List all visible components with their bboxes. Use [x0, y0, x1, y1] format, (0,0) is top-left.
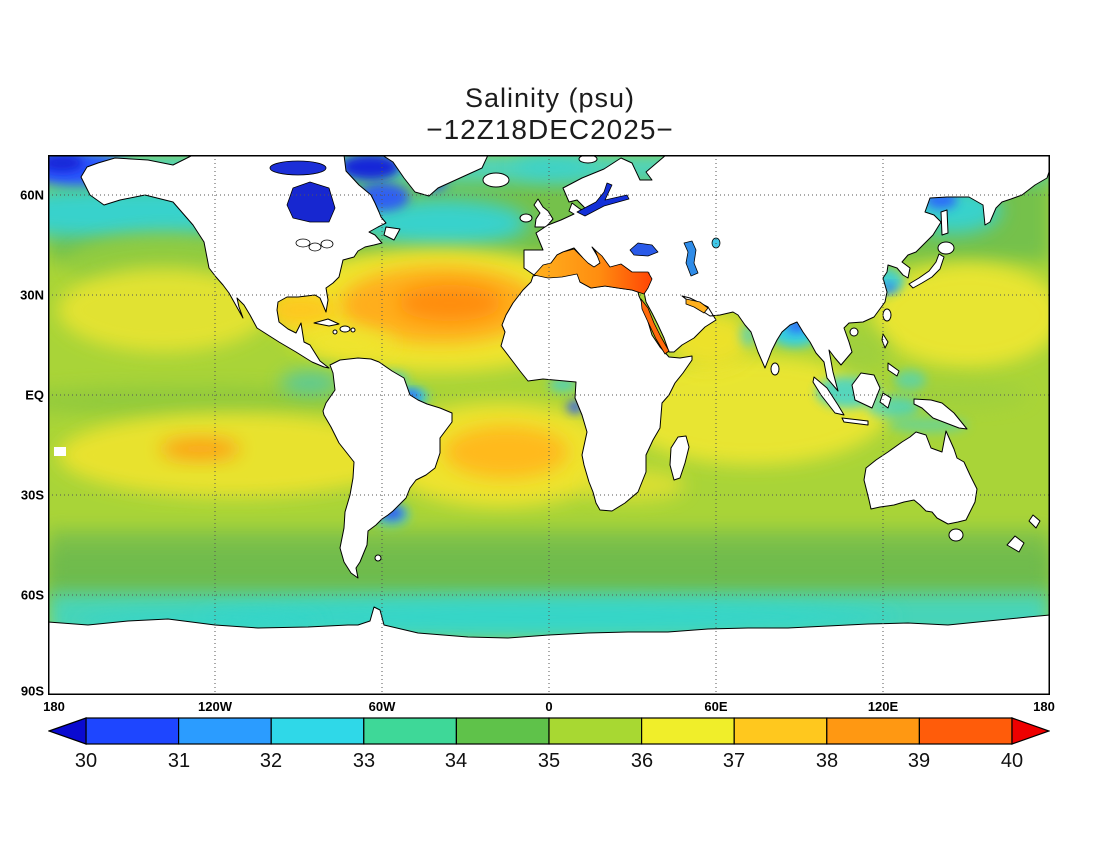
- south-america: [322, 357, 453, 579]
- svalbard: [578, 155, 598, 164]
- lon-tick-60e: 60E: [704, 699, 728, 714]
- caspian-sea: [683, 240, 699, 277]
- colorbar-cell: [363, 717, 457, 745]
- hokkaido: [937, 241, 955, 255]
- lon-tick-180e: 180: [1033, 699, 1055, 714]
- luzon: [881, 333, 889, 349]
- tasmania: [948, 528, 964, 542]
- persian-gulf: [685, 298, 709, 314]
- gridlines: [48, 155, 1050, 695]
- colorbar-tick-32: 32: [259, 750, 283, 772]
- lon-tick-120e: 120E: [867, 699, 899, 714]
- sulawesi: [879, 392, 892, 409]
- colorbar-tick-33: 33: [352, 750, 376, 772]
- lat-tick-30s: 30S: [20, 487, 44, 503]
- plot-title: Salinity (psu): [464, 83, 636, 113]
- java: [841, 417, 869, 426]
- new-zealand-north: [1028, 514, 1041, 529]
- hainan: [849, 327, 859, 337]
- iceland: [482, 172, 510, 188]
- marginal-seas: [269, 160, 721, 355]
- jamaica: [332, 329, 338, 335]
- borneo: [851, 372, 881, 409]
- colorbar-tick-39: 39: [907, 750, 931, 772]
- arctic-archipelago-channel: [269, 160, 327, 176]
- colorbar-right-arrow: [1011, 717, 1050, 745]
- mindanao: [887, 362, 900, 377]
- colorbar-cell: [733, 717, 828, 745]
- lon-tick-60w: 60W: [368, 699, 396, 714]
- colorbar-tick-30: 30: [74, 750, 98, 772]
- colorbar-left-arrow: [48, 717, 87, 745]
- colorbar-cell: [178, 717, 272, 745]
- black-sea: [629, 242, 659, 257]
- lon-tick-120w: 120W: [198, 699, 232, 714]
- great-britain: [533, 198, 554, 228]
- new-zealand-south: [1006, 535, 1025, 553]
- baltic-sea: [576, 182, 630, 217]
- mediterranean-sea: [533, 248, 653, 295]
- colorbar-cell: [640, 717, 735, 745]
- colorbar-cell: [455, 717, 550, 745]
- colorbar-tick-31: 31: [167, 750, 191, 772]
- sri-lanka: [770, 362, 780, 376]
- colorbar-cell: [826, 717, 920, 745]
- taiwan: [882, 308, 892, 322]
- colorbar-tick-36: 36: [630, 750, 654, 772]
- colorbar-cell: [918, 717, 1013, 745]
- red-sea: [640, 298, 670, 355]
- plot-subtitle-date: −12Z18DEC2025−: [426, 113, 674, 145]
- great-lakes: [295, 238, 311, 248]
- plot-title-block: Salinity (psu) −12Z18DEC2025−: [0, 83, 1100, 146]
- puerto-rico: [350, 327, 356, 333]
- sumatra: [812, 376, 845, 416]
- cuba: [313, 318, 340, 327]
- colorbar-tick-35: 35: [537, 750, 561, 772]
- sakhalin: [940, 209, 949, 236]
- great-lakes-2: [308, 242, 322, 252]
- lat-tick-60n: 60N: [20, 187, 44, 203]
- map-border: [48, 155, 1050, 695]
- australia: [863, 430, 978, 525]
- lat-tick-30n: 30N: [20, 287, 44, 303]
- colorbar-cell: [270, 717, 365, 745]
- madagascar: [669, 435, 690, 481]
- hispaniola: [339, 325, 351, 333]
- lat-tick-90s: 90S: [20, 683, 44, 699]
- ireland: [519, 213, 533, 223]
- colorbar-cell: [85, 717, 180, 745]
- lat-tick-eq: EQ: [25, 387, 44, 403]
- lon-tick-0: 0: [545, 699, 553, 714]
- salinity-map: [48, 155, 1050, 695]
- lon-tick-180w: 180: [43, 699, 65, 714]
- colorbar-cell: [548, 717, 643, 745]
- colorbar-tick-34: 34: [444, 750, 468, 772]
- colorbar-tick-38: 38: [815, 750, 839, 772]
- hudson-bay: [286, 181, 336, 223]
- colorbar-tick-40: 40: [1000, 750, 1024, 772]
- colorbar: [48, 717, 1050, 745]
- colorbar-tick-37: 37: [722, 750, 746, 772]
- greenland: [381, 155, 489, 197]
- new-guinea: [913, 398, 968, 430]
- falkland-islands: [374, 554, 382, 562]
- newfoundland: [383, 226, 401, 241]
- lat-tick-60s: 60S: [20, 587, 44, 603]
- honshu: [908, 253, 945, 289]
- map-frame: [48, 155, 1050, 695]
- great-lakes-3: [320, 239, 334, 249]
